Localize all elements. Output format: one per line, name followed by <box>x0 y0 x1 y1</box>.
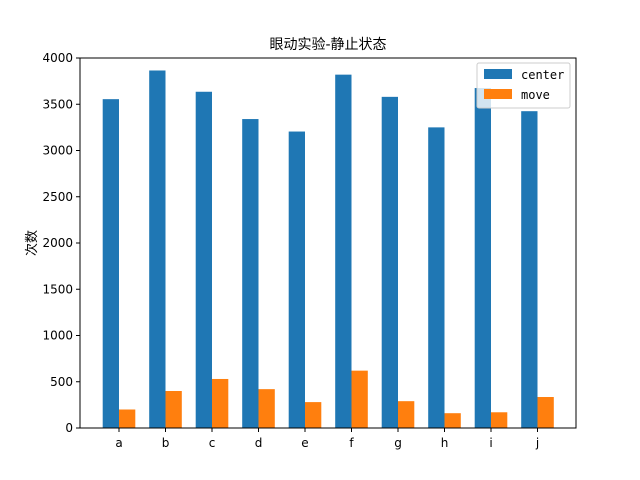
x-tick-label-a: a <box>115 436 122 450</box>
bar-center-d <box>242 119 259 429</box>
legend-swatch-center <box>484 69 512 79</box>
bar-move-a <box>119 409 136 428</box>
x-tick-label-c: c <box>209 436 216 450</box>
x-axis: a b c d e f g h i j <box>115 428 539 450</box>
bar-center-b <box>149 70 166 429</box>
bar-move-d <box>258 389 275 428</box>
bar-move-g <box>398 401 415 428</box>
x-tick-label-f: f <box>349 436 354 450</box>
legend-swatch-move <box>484 89 512 99</box>
bar-center-c <box>195 91 212 428</box>
y-tick-label: 1000 <box>42 329 73 343</box>
x-tick-label-b: b <box>162 436 170 450</box>
y-axis-label: 次数 <box>24 230 40 256</box>
bar-move-i <box>491 412 508 428</box>
bar-center-j <box>521 111 538 428</box>
legend-label-move: move <box>521 88 550 102</box>
y-tick-label: 3500 <box>42 97 73 111</box>
y-axis: 0 500 1000 1500 2000 2500 3000 3500 4000 <box>42 51 80 435</box>
bars-layer <box>102 70 554 429</box>
bar-center-f <box>335 74 352 429</box>
bar-move-b <box>165 391 182 428</box>
x-tick-label-e: e <box>301 436 308 450</box>
bar-center-i <box>474 88 491 428</box>
bar-move-f <box>351 370 368 428</box>
chart-title: 眼动实验-静止状态 <box>269 37 386 53</box>
bar-move-h <box>444 413 461 428</box>
bar-move-e <box>305 402 322 428</box>
x-tick-label-g: g <box>394 436 402 450</box>
bar-center-g <box>381 96 398 428</box>
legend-label-center: center <box>521 68 564 82</box>
y-tick-label: 500 <box>50 375 73 389</box>
legend: center move <box>476 62 571 109</box>
bar-center-h <box>428 127 445 428</box>
y-tick-label: 0 <box>65 421 73 435</box>
x-tick-label-i: i <box>489 436 492 450</box>
bar-move-j <box>537 397 554 428</box>
y-tick-label: 2500 <box>42 190 73 204</box>
y-tick-label: 3000 <box>42 144 73 158</box>
y-tick-label: 2000 <box>42 236 73 250</box>
y-tick-label: 4000 <box>42 51 73 65</box>
x-tick-label-j: j <box>535 436 539 450</box>
y-tick-label: 1500 <box>42 282 73 296</box>
x-tick-label-h: h <box>441 436 449 450</box>
bar-center-a <box>102 99 119 428</box>
bar-center-e <box>288 131 305 428</box>
x-tick-label-d: d <box>255 436 263 450</box>
bar-move-c <box>212 378 229 428</box>
